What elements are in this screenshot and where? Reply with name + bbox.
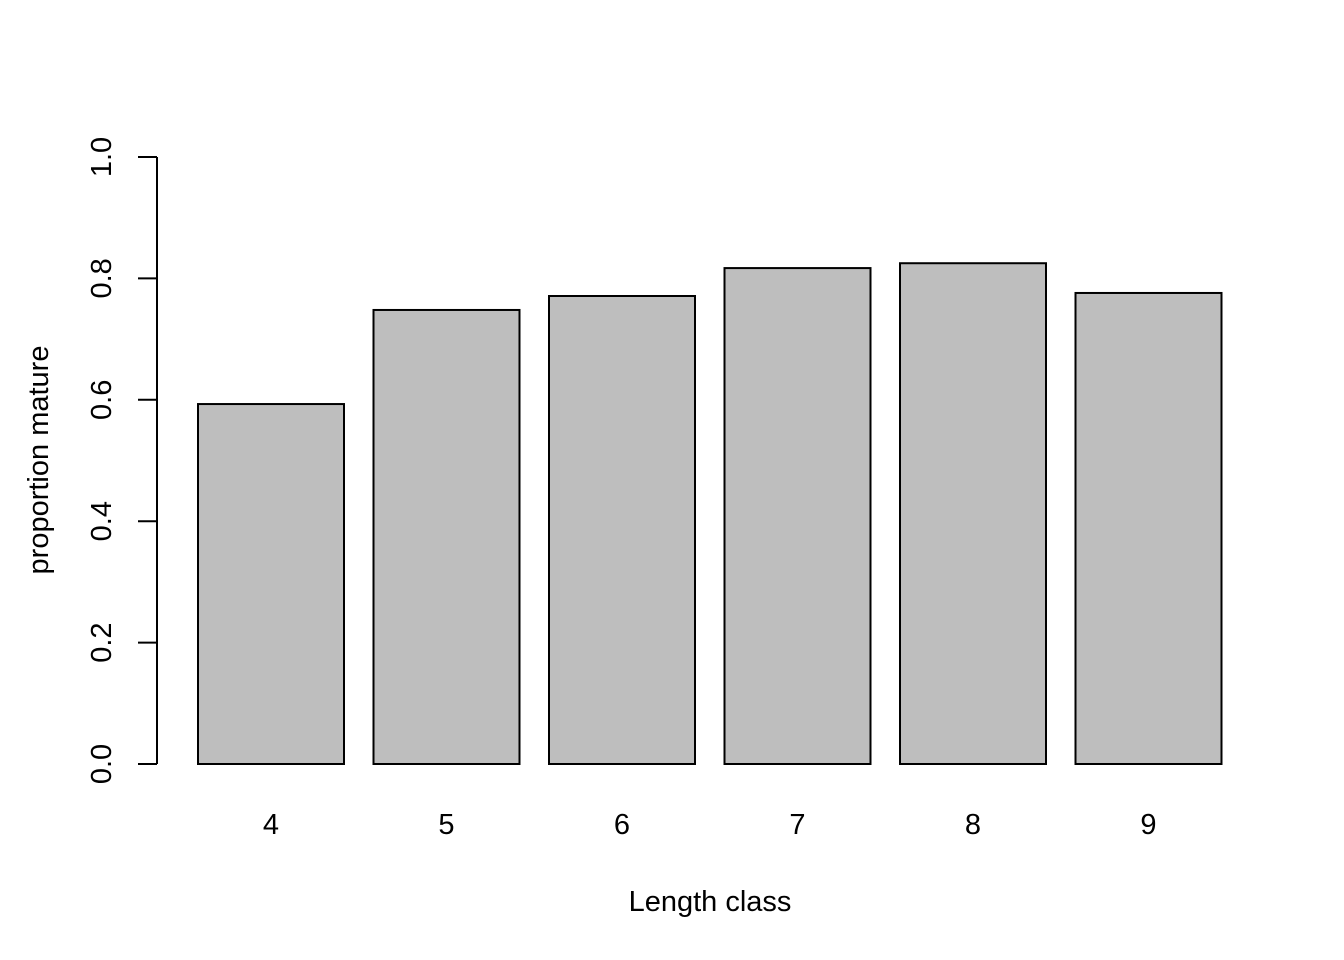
y-tick-label: 0.8 bbox=[86, 258, 118, 298]
x-tick-label-7: 7 bbox=[789, 809, 805, 841]
bar-7 bbox=[723, 267, 872, 765]
x-tick-label-9: 9 bbox=[1140, 809, 1156, 841]
y-axis: 0.0 0.2 0.4 0.6 0.8 1.0 bbox=[86, 137, 158, 784]
x-tick-label-4: 4 bbox=[263, 809, 279, 841]
x-tick-labels: 4 5 6 7 8 9 bbox=[263, 809, 1157, 841]
bar-9 bbox=[1074, 291, 1223, 765]
bar-8 bbox=[899, 262, 1047, 765]
bars-group bbox=[197, 262, 1223, 765]
x-tick-label-8: 8 bbox=[965, 809, 981, 841]
x-tick-label-5: 5 bbox=[438, 809, 454, 841]
bar-4 bbox=[197, 403, 345, 765]
x-tick-label-6: 6 bbox=[614, 809, 630, 841]
x-axis-title: Length class bbox=[629, 886, 792, 918]
y-tick-label: 1.0 bbox=[86, 137, 118, 177]
y-tick-label: 0.0 bbox=[86, 744, 118, 784]
bar-5 bbox=[372, 308, 521, 765]
y-axis-title: proportion mature bbox=[23, 346, 55, 575]
y-tick-label: 0.6 bbox=[86, 380, 118, 420]
y-tick-label: 0.2 bbox=[86, 622, 118, 662]
bar-6 bbox=[548, 295, 696, 765]
y-tick-label: 0.4 bbox=[86, 501, 118, 541]
